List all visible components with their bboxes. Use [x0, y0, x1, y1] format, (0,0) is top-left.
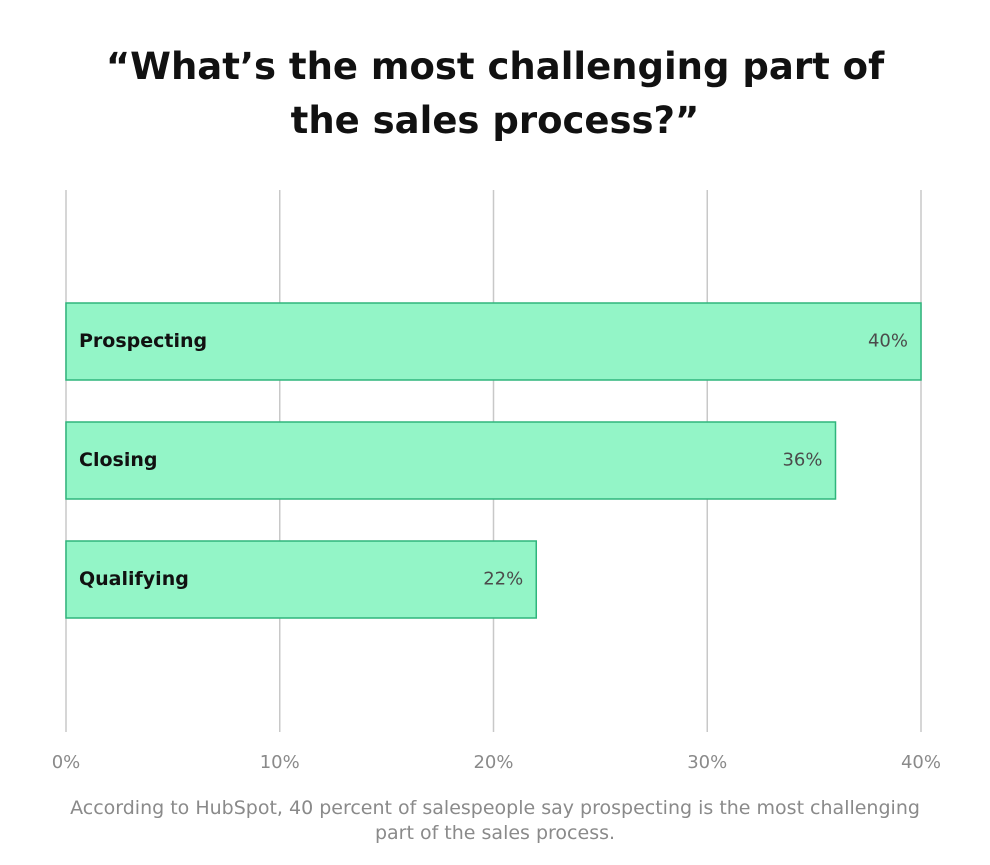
bar-category-label: Prospecting — [79, 330, 207, 352]
bar-value-label: 36% — [782, 450, 822, 471]
bar-group: Closing 36% — [65, 421, 837, 500]
bar-value-label: 40% — [868, 331, 908, 352]
x-tick-label: 10% — [260, 752, 300, 773]
bar-group: Prospecting 40% — [65, 302, 922, 381]
bar-value-label: 22% — [483, 569, 523, 590]
bar — [65, 302, 922, 381]
bar — [65, 421, 837, 500]
chart-title: “What’s the most challenging part of the… — [105, 45, 885, 142]
chart-footnote: According to HubSpot, 40 percent of sale… — [70, 797, 920, 844]
bar-category-label: Closing — [79, 449, 157, 471]
bar-group: Qualifying 22% — [65, 540, 537, 619]
x-axis-ticks: 0% 10% 20% 30% 40% — [52, 752, 941, 773]
x-tick-label: 40% — [901, 752, 941, 773]
bar-category-label: Qualifying — [79, 568, 189, 590]
bars: Prospecting 40% Closing 36% Qualifying 22% — [65, 302, 922, 619]
x-tick-label: 30% — [687, 752, 727, 773]
x-tick-label: 0% — [52, 752, 81, 773]
x-tick-label: 20% — [473, 752, 513, 773]
bar — [65, 540, 537, 619]
